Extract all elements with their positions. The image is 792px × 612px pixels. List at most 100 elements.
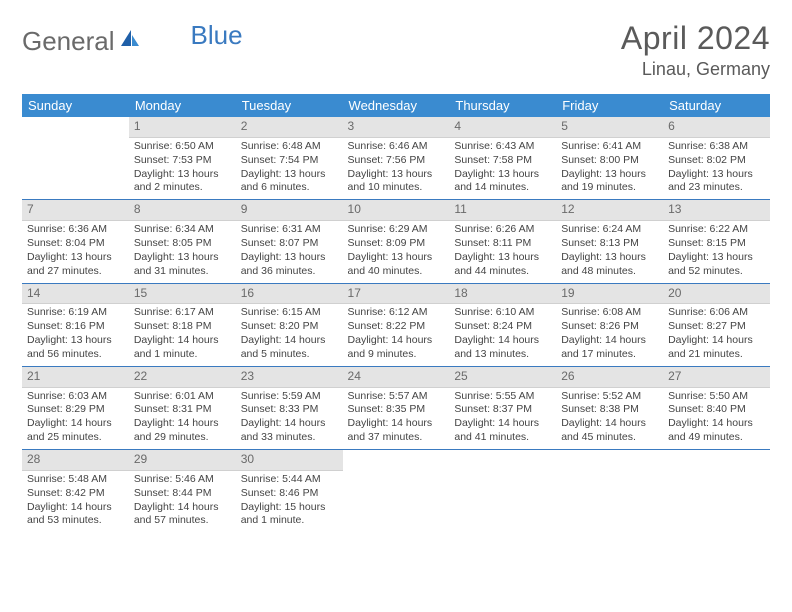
sunset-text: Sunset: 8:22 PM bbox=[348, 320, 445, 334]
calendar-day-cell bbox=[556, 450, 663, 533]
daylight-text: Daylight: 13 hours and 48 minutes. bbox=[561, 251, 658, 279]
day-number: 3 bbox=[343, 117, 450, 138]
sunset-text: Sunset: 7:56 PM bbox=[348, 154, 445, 168]
day-number: 18 bbox=[449, 284, 556, 305]
sunrise-text: Sunrise: 6:26 AM bbox=[454, 223, 551, 237]
day-content: Sunrise: 5:50 AMSunset: 8:40 PMDaylight:… bbox=[663, 388, 770, 449]
sunset-text: Sunset: 8:20 PM bbox=[241, 320, 338, 334]
sunrise-text: Sunrise: 6:08 AM bbox=[561, 306, 658, 320]
sunset-text: Sunset: 8:44 PM bbox=[134, 487, 231, 501]
location-label: Linau, Germany bbox=[621, 59, 770, 80]
daylight-text: Daylight: 13 hours and 52 minutes. bbox=[668, 251, 765, 279]
day-content: Sunrise: 5:57 AMSunset: 8:35 PMDaylight:… bbox=[343, 388, 450, 449]
day-content: Sunrise: 6:24 AMSunset: 8:13 PMDaylight:… bbox=[556, 221, 663, 282]
daylight-text: Daylight: 13 hours and 19 minutes. bbox=[561, 168, 658, 196]
sunset-text: Sunset: 8:07 PM bbox=[241, 237, 338, 251]
day-content: Sunrise: 6:31 AMSunset: 8:07 PMDaylight:… bbox=[236, 221, 343, 282]
sunset-text: Sunset: 8:31 PM bbox=[134, 403, 231, 417]
sunrise-text: Sunrise: 6:06 AM bbox=[668, 306, 765, 320]
day-number bbox=[663, 450, 770, 454]
day-content: Sunrise: 6:10 AMSunset: 8:24 PMDaylight:… bbox=[449, 304, 556, 365]
calendar-day-cell: 8Sunrise: 6:34 AMSunset: 8:05 PMDaylight… bbox=[129, 200, 236, 283]
sunrise-text: Sunrise: 5:57 AM bbox=[348, 390, 445, 404]
calendar-day-cell: 17Sunrise: 6:12 AMSunset: 8:22 PMDayligh… bbox=[343, 283, 450, 366]
sunset-text: Sunset: 8:04 PM bbox=[27, 237, 124, 251]
sunset-text: Sunset: 8:42 PM bbox=[27, 487, 124, 501]
dayheader-tuesday: Tuesday bbox=[236, 94, 343, 117]
sunset-text: Sunset: 7:58 PM bbox=[454, 154, 551, 168]
calendar-week-row: 1Sunrise: 6:50 AMSunset: 7:53 PMDaylight… bbox=[22, 117, 770, 200]
sunset-text: Sunset: 8:38 PM bbox=[561, 403, 658, 417]
daylight-text: Daylight: 14 hours and 25 minutes. bbox=[27, 417, 124, 445]
sunset-text: Sunset: 8:02 PM bbox=[668, 154, 765, 168]
title-block: April 2024 Linau, Germany bbox=[621, 20, 770, 80]
day-content: Sunrise: 6:15 AMSunset: 8:20 PMDaylight:… bbox=[236, 304, 343, 365]
day-number: 24 bbox=[343, 367, 450, 388]
day-number: 14 bbox=[22, 284, 129, 305]
sunrise-text: Sunrise: 6:03 AM bbox=[27, 390, 124, 404]
sunrise-text: Sunrise: 6:43 AM bbox=[454, 140, 551, 154]
calendar-day-cell: 12Sunrise: 6:24 AMSunset: 8:13 PMDayligh… bbox=[556, 200, 663, 283]
day-content: Sunrise: 6:19 AMSunset: 8:16 PMDaylight:… bbox=[22, 304, 129, 365]
day-content: Sunrise: 6:41 AMSunset: 8:00 PMDaylight:… bbox=[556, 138, 663, 199]
day-number: 21 bbox=[22, 367, 129, 388]
daylight-text: Daylight: 13 hours and 10 minutes. bbox=[348, 168, 445, 196]
day-number: 22 bbox=[129, 367, 236, 388]
day-content: Sunrise: 6:38 AMSunset: 8:02 PMDaylight:… bbox=[663, 138, 770, 199]
calendar-week-row: 14Sunrise: 6:19 AMSunset: 8:16 PMDayligh… bbox=[22, 283, 770, 366]
day-content: Sunrise: 6:36 AMSunset: 8:04 PMDaylight:… bbox=[22, 221, 129, 282]
sunrise-text: Sunrise: 6:48 AM bbox=[241, 140, 338, 154]
sunrise-text: Sunrise: 6:31 AM bbox=[241, 223, 338, 237]
daylight-text: Daylight: 14 hours and 49 minutes. bbox=[668, 417, 765, 445]
calendar-body: 1Sunrise: 6:50 AMSunset: 7:53 PMDaylight… bbox=[22, 117, 770, 532]
daylight-text: Daylight: 14 hours and 33 minutes. bbox=[241, 417, 338, 445]
day-content: Sunrise: 5:44 AMSunset: 8:46 PMDaylight:… bbox=[236, 471, 343, 532]
sunrise-text: Sunrise: 6:12 AM bbox=[348, 306, 445, 320]
sunset-text: Sunset: 7:53 PM bbox=[134, 154, 231, 168]
sunrise-text: Sunrise: 6:15 AM bbox=[241, 306, 338, 320]
month-title: April 2024 bbox=[621, 20, 770, 57]
calendar-day-cell: 6Sunrise: 6:38 AMSunset: 8:02 PMDaylight… bbox=[663, 117, 770, 200]
daylight-text: Daylight: 13 hours and 31 minutes. bbox=[134, 251, 231, 279]
sunrise-text: Sunrise: 6:38 AM bbox=[668, 140, 765, 154]
sunrise-text: Sunrise: 5:55 AM bbox=[454, 390, 551, 404]
day-content: Sunrise: 5:46 AMSunset: 8:44 PMDaylight:… bbox=[129, 471, 236, 532]
day-number: 16 bbox=[236, 284, 343, 305]
calendar-table: Sunday Monday Tuesday Wednesday Thursday… bbox=[22, 94, 770, 532]
daylight-text: Daylight: 13 hours and 23 minutes. bbox=[668, 168, 765, 196]
day-number bbox=[449, 450, 556, 454]
daylight-text: Daylight: 13 hours and 2 minutes. bbox=[134, 168, 231, 196]
sunrise-text: Sunrise: 5:52 AM bbox=[561, 390, 658, 404]
page-header: General Blue April 2024 Linau, Germany bbox=[22, 20, 770, 80]
day-content: Sunrise: 6:48 AMSunset: 7:54 PMDaylight:… bbox=[236, 138, 343, 199]
calendar-day-cell bbox=[343, 450, 450, 533]
sunset-text: Sunset: 7:54 PM bbox=[241, 154, 338, 168]
calendar-day-cell: 27Sunrise: 5:50 AMSunset: 8:40 PMDayligh… bbox=[663, 366, 770, 449]
sunset-text: Sunset: 8:33 PM bbox=[241, 403, 338, 417]
day-number: 13 bbox=[663, 200, 770, 221]
sunset-text: Sunset: 8:16 PM bbox=[27, 320, 124, 334]
sunset-text: Sunset: 8:37 PM bbox=[454, 403, 551, 417]
calendar-day-cell: 20Sunrise: 6:06 AMSunset: 8:27 PMDayligh… bbox=[663, 283, 770, 366]
dayheader-monday: Monday bbox=[129, 94, 236, 117]
day-content: Sunrise: 6:26 AMSunset: 8:11 PMDaylight:… bbox=[449, 221, 556, 282]
daylight-text: Daylight: 14 hours and 45 minutes. bbox=[561, 417, 658, 445]
calendar-day-cell: 28Sunrise: 5:48 AMSunset: 8:42 PMDayligh… bbox=[22, 450, 129, 533]
day-number: 5 bbox=[556, 117, 663, 138]
sunrise-text: Sunrise: 6:22 AM bbox=[668, 223, 765, 237]
day-content: Sunrise: 6:46 AMSunset: 7:56 PMDaylight:… bbox=[343, 138, 450, 199]
day-number: 19 bbox=[556, 284, 663, 305]
sunset-text: Sunset: 8:27 PM bbox=[668, 320, 765, 334]
calendar-day-cell: 7Sunrise: 6:36 AMSunset: 8:04 PMDaylight… bbox=[22, 200, 129, 283]
daylight-text: Daylight: 13 hours and 40 minutes. bbox=[348, 251, 445, 279]
sunset-text: Sunset: 8:13 PM bbox=[561, 237, 658, 251]
brand-sail-icon bbox=[119, 28, 141, 55]
calendar-day-cell: 9Sunrise: 6:31 AMSunset: 8:07 PMDaylight… bbox=[236, 200, 343, 283]
day-content: Sunrise: 6:22 AMSunset: 8:15 PMDaylight:… bbox=[663, 221, 770, 282]
day-number: 10 bbox=[343, 200, 450, 221]
sunset-text: Sunset: 8:11 PM bbox=[454, 237, 551, 251]
daylight-text: Daylight: 13 hours and 44 minutes. bbox=[454, 251, 551, 279]
calendar-week-row: 7Sunrise: 6:36 AMSunset: 8:04 PMDaylight… bbox=[22, 200, 770, 283]
sunrise-text: Sunrise: 6:10 AM bbox=[454, 306, 551, 320]
sunset-text: Sunset: 8:46 PM bbox=[241, 487, 338, 501]
